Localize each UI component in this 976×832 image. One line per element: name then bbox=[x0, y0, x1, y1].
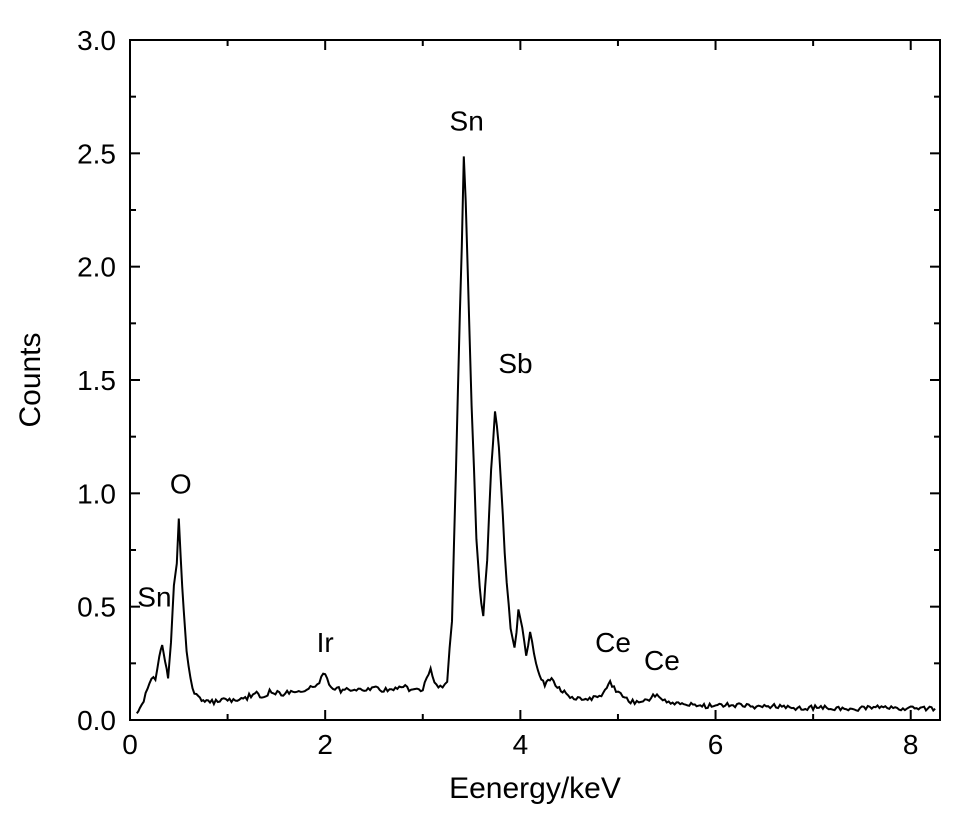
y-tick-label: 2.0 bbox=[77, 252, 116, 283]
x-tick-label: 4 bbox=[513, 729, 529, 760]
y-axis-label: Counts bbox=[14, 332, 47, 427]
y-tick-label: 0.5 bbox=[77, 592, 116, 623]
spectrum-series bbox=[137, 156, 935, 713]
x-axis-label: Eenergy/keV bbox=[449, 772, 621, 805]
y-tick-label: 3.0 bbox=[77, 25, 116, 56]
peak-label-ce-6: Ce bbox=[644, 645, 680, 676]
peak-label-o-1: O bbox=[170, 468, 192, 499]
y-tick-label: 1.5 bbox=[77, 365, 116, 396]
y-tick-label: 1.0 bbox=[77, 478, 116, 509]
x-tick-label: 0 bbox=[122, 729, 138, 760]
peak-label-ce-5: Ce bbox=[595, 627, 631, 658]
x-tick-label: 6 bbox=[708, 729, 724, 760]
y-tick-label: 0.0 bbox=[77, 705, 116, 736]
chart-svg: 0 2 4 6 8 0.0 0.5 1.0 1.5 2.0 2.5 3.0 Eenergy/keV Cou… bbox=[0, 0, 976, 832]
peak-label-sb-4: Sb bbox=[498, 348, 532, 379]
x-tick-label: 8 bbox=[903, 729, 919, 760]
y-tick-label: 2.5 bbox=[77, 138, 116, 169]
eds-spectrum-chart: 0 2 4 6 8 0.0 0.5 1.0 1.5 2.0 2.5 3.0 Eenergy/keV Cou… bbox=[0, 0, 976, 832]
peak-label-sn-3: Sn bbox=[450, 106, 484, 137]
x-tick-label: 2 bbox=[317, 729, 333, 760]
peak-label-ir-2: Ir bbox=[317, 627, 334, 658]
peak-label-sn-0: Sn bbox=[137, 582, 171, 613]
plot-frame bbox=[130, 40, 940, 720]
